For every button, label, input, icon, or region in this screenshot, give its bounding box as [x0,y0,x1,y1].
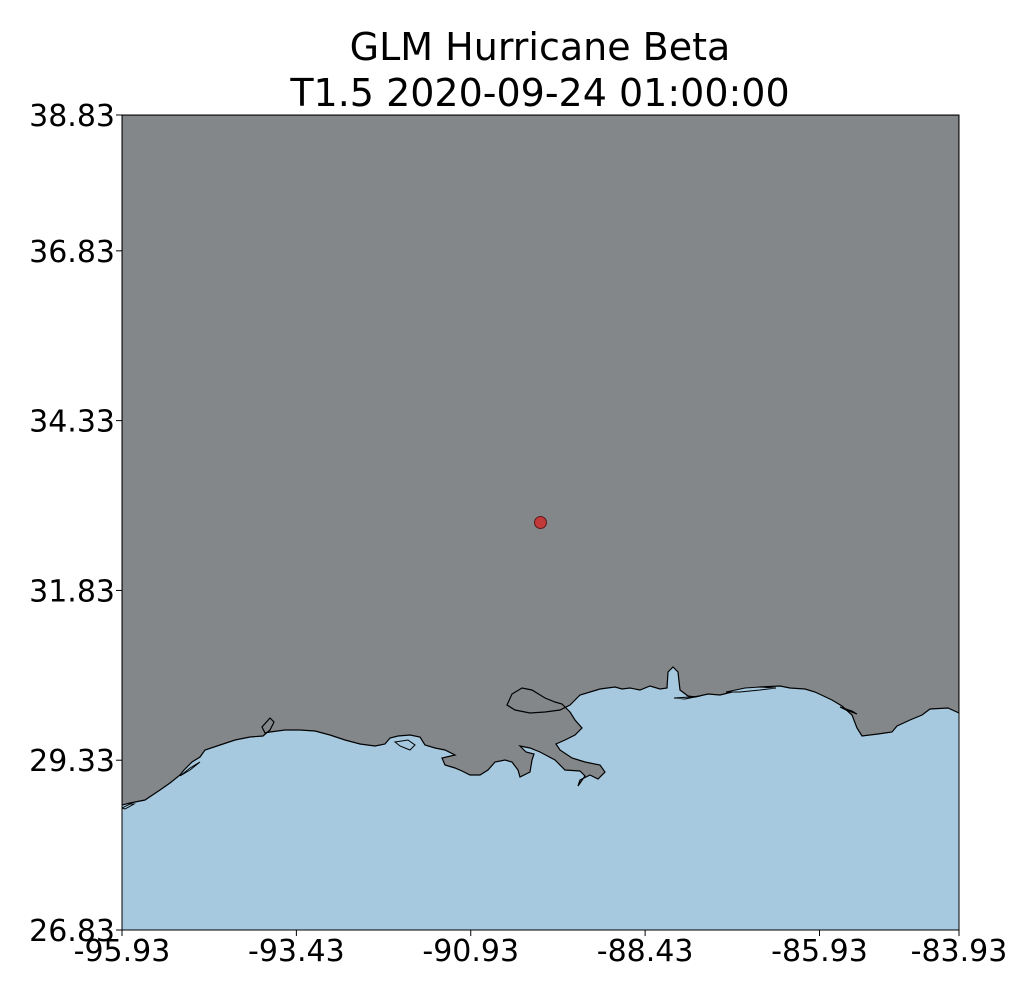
x-tick-label: -83.93 [911,934,1008,969]
island-shoal [393,739,416,751]
storm-center-marker [534,516,547,529]
island-shoal [179,761,201,777]
y-tick-label: 29.33 [29,744,115,779]
x-axis: -95.93 -93.43 -90.93 -88.43 -85.93 -83.9… [74,930,1008,969]
x-tick-label: -93.43 [248,934,345,969]
y-tick-label: 31.83 [29,574,115,609]
island-shoal [839,706,858,715]
y-tick-label: 34.33 [29,405,115,440]
map-title-line1: GLM Hurricane Beta [349,25,731,69]
y-tick-label: 36.83 [29,235,115,270]
x-tick-label: -85.93 [771,934,868,969]
y-tick-label: 38.83 [29,99,115,134]
land-area [122,115,959,806]
map-title-line2: T1.5 2020-09-24 01:00:00 [290,71,790,115]
x-tick-label: -90.93 [422,934,519,969]
island-shoal [122,803,136,810]
x-tick-label: -95.93 [74,934,171,969]
island-shoal [725,686,777,693]
plot-frame [121,114,960,931]
y-tick-label: 26.83 [29,914,115,949]
island-shoal [673,695,701,700]
x-tick-label: -88.43 [597,934,694,969]
y-axis: 38.83 36.83 34.33 31.83 29.33 26.83 [29,99,122,949]
